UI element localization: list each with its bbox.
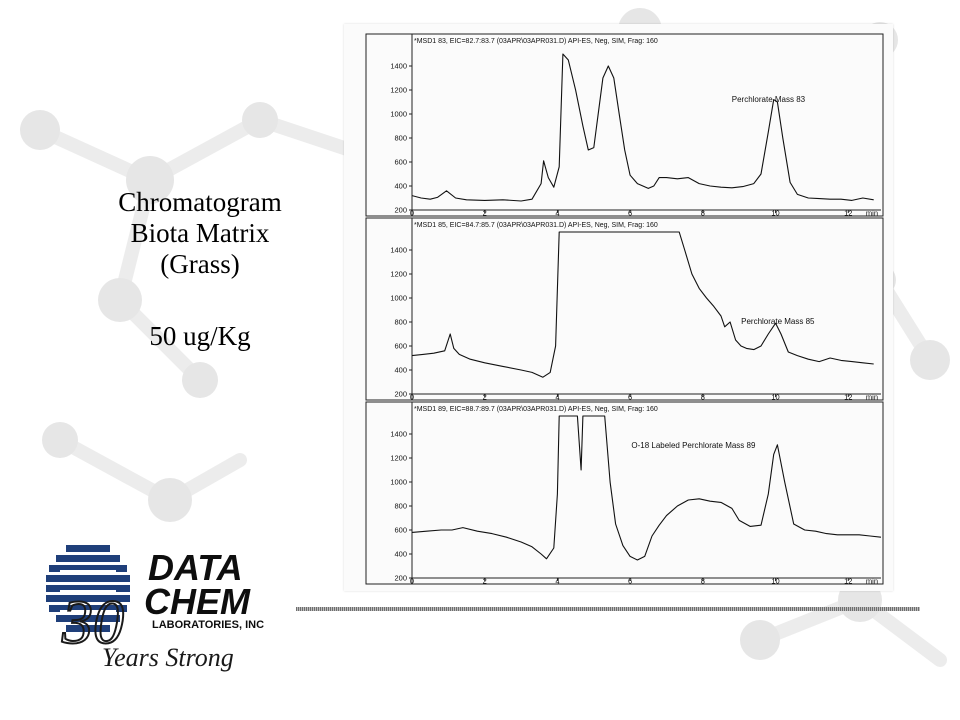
x-tick-label: 12 [844, 393, 852, 402]
slide-title: Chromatogram Biota Matrix (Grass) [90, 187, 310, 280]
logo-word-data: DATA [148, 547, 243, 588]
x-tick-label: 6 [628, 209, 632, 218]
y-tick-label: 200 [394, 390, 407, 399]
x-tick-label: 0 [410, 209, 414, 218]
x-axis-unit-label: min [866, 393, 878, 402]
y-tick-label: 1400 [390, 430, 407, 439]
panel-header: *MSD1 89, EIC=88.7:89.7 (03APR\03APR031.… [414, 406, 658, 413]
y-tick-label: 800 [394, 134, 407, 143]
x-tick-label: 8 [701, 577, 705, 586]
x-tick-label: 6 [628, 393, 632, 402]
chromatogram-panels: *MSD1 83, EIC=82.7:83.7 (03APR\03APR031.… [365, 33, 884, 586]
chromatogram-scan: *MSD1 83, EIC=82.7:83.7 (03APR\03APR031.… [344, 24, 893, 591]
x-tick-label: 2 [483, 209, 487, 218]
x-tick-label: 0 [410, 577, 414, 586]
trace-series-1 [412, 415, 881, 561]
panel-frame [365, 33, 884, 217]
y-tick-label: 800 [394, 318, 407, 327]
logo-tagline: Years Strong [102, 643, 234, 672]
y-tick-label: 400 [394, 182, 407, 191]
panel-frame [365, 217, 884, 401]
logo-anniversary-number: 30 [61, 589, 124, 657]
slide-title-line-3: (Grass) [160, 249, 240, 279]
trace-series-1 [412, 53, 874, 202]
x-tick-label: 12 [844, 209, 852, 218]
concentration-label: 50 ug/Kg [149, 321, 251, 351]
y-tick-label: 1000 [390, 478, 407, 487]
slide-title-line-2: Biota Matrix [130, 218, 270, 248]
y-tick-label: 1000 [390, 294, 407, 303]
y-tick-label: 1400 [390, 246, 407, 255]
datachem-logo: DATA CHEM LABORATORIES, INC 30 Years Str… [40, 540, 290, 680]
panel-header: *MSD1 83, EIC=82.7:83.7 (03APR\03APR031.… [414, 38, 658, 45]
trace-series-1 [412, 231, 874, 378]
y-tick-label: 200 [394, 206, 407, 215]
x-tick-label: 10 [771, 577, 779, 586]
logo-laboratories-inc: LABORATORIES, INC [152, 619, 264, 631]
y-tick-label: 600 [394, 158, 407, 167]
x-axis-unit-label: min [866, 209, 878, 218]
y-tick-label: 400 [394, 550, 407, 559]
datachem-logo-art: DATA CHEM LABORATORIES, INC 30 Years Str… [46, 545, 264, 672]
x-tick-label: 6 [628, 577, 632, 586]
panel-header: *MSD1 85, EIC=84.7:85.7 (03APR\03APR031.… [414, 222, 658, 229]
divider-rule [296, 607, 920, 611]
slide-title-line-1: Chromatogram [118, 187, 282, 217]
y-tick-label: 1000 [390, 110, 407, 119]
y-tick-label: 1200 [390, 270, 407, 279]
y-tick-label: 1200 [390, 86, 407, 95]
x-axis-unit-label: min [866, 577, 878, 586]
y-tick-label: 600 [394, 526, 407, 535]
y-tick-label: 1400 [390, 62, 407, 71]
chromatogram-panel-2: *MSD1 85, EIC=84.7:85.7 (03APR\03APR031.… [365, 217, 884, 402]
x-tick-label: 2 [483, 393, 487, 402]
y-tick-label: 200 [394, 574, 407, 583]
y-tick-label: 800 [394, 502, 407, 511]
peak-annotation: O-18 Labeled Perchlorate Mass 89 [631, 441, 756, 450]
x-tick-label: 8 [701, 209, 705, 218]
globe-icon [46, 545, 130, 632]
x-tick-label: 8 [701, 393, 705, 402]
x-tick-label: 4 [555, 577, 559, 586]
logo-word-chem: CHEM [144, 581, 251, 622]
x-tick-label: 4 [555, 209, 559, 218]
chromatogram-panel-1: *MSD1 83, EIC=82.7:83.7 (03APR\03APR031.… [365, 33, 884, 218]
chromatogram-panel-3: *MSD1 89, EIC=88.7:89.7 (03APR\03APR031.… [365, 401, 884, 586]
y-tick-label: 600 [394, 342, 407, 351]
x-tick-label: 2 [483, 577, 487, 586]
panel-frame [365, 401, 884, 585]
x-tick-label: 4 [555, 393, 559, 402]
peak-annotation: Perchlorate Mass 83 [732, 95, 806, 104]
x-tick-label: 12 [844, 577, 852, 586]
x-tick-label: 10 [771, 393, 779, 402]
peak-annotation: Perchlorate Mass 85 [741, 317, 815, 326]
x-tick-label: 0 [410, 393, 414, 402]
y-tick-label: 400 [394, 366, 407, 375]
y-tick-label: 1200 [390, 454, 407, 463]
x-tick-label: 10 [771, 209, 779, 218]
